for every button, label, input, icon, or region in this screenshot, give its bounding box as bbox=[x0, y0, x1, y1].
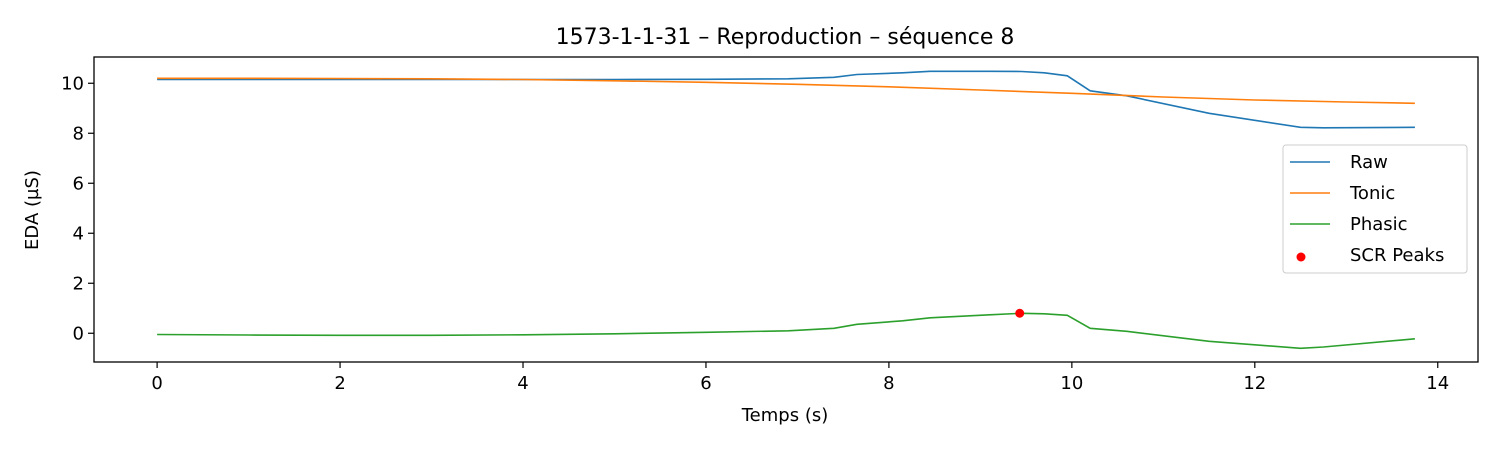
legend-label-tonic: Tonic bbox=[1349, 183, 1395, 204]
y-tick-label: 6 bbox=[73, 173, 84, 194]
x-axis-label: Temps (s) bbox=[741, 405, 829, 426]
y-axis-label: EDA (µS) bbox=[22, 170, 43, 250]
y-tick-label: 10 bbox=[61, 73, 84, 94]
legend-box bbox=[1282, 144, 1468, 274]
x-tick-label: 10 bbox=[1060, 373, 1083, 394]
y-tick-label: 0 bbox=[73, 323, 84, 344]
legend-label-raw: Raw bbox=[1350, 152, 1388, 173]
x-tick-label: 6 bbox=[700, 373, 711, 394]
x-tick-label: 0 bbox=[151, 373, 162, 394]
x-tick-label: 4 bbox=[517, 373, 528, 394]
series-line-phasic bbox=[157, 312, 1415, 350]
x-tick-label: 8 bbox=[883, 373, 894, 394]
plot-frame bbox=[93, 56, 1479, 363]
x-tick-label: 14 bbox=[1426, 373, 1449, 394]
legend-swatch-scr-peaks bbox=[1296, 252, 1306, 262]
chart-title: 1573-1-1-31 – Reproduction – séquence 8 bbox=[556, 25, 1015, 50]
legend: Raw Tonic Phasic SCR Peaks bbox=[1282, 144, 1468, 274]
x-tick-label: 12 bbox=[1243, 373, 1266, 394]
scr-peak-point bbox=[1015, 308, 1025, 318]
legend-label-scr-peaks: SCR Peaks bbox=[1350, 245, 1444, 266]
y-tick-label: 4 bbox=[73, 223, 84, 244]
x-tick-label: 2 bbox=[334, 373, 345, 394]
series-line-tonic bbox=[157, 77, 1415, 105]
y-tick-label: 8 bbox=[73, 123, 84, 144]
legend-label-phasic: Phasic bbox=[1350, 214, 1408, 235]
axis-ticks: 0 2 4 6 8 10 12 14 0 2 4 6 8 10 bbox=[61, 73, 1449, 394]
y-tick-label: 2 bbox=[73, 273, 84, 294]
plot-area bbox=[157, 70, 1415, 350]
